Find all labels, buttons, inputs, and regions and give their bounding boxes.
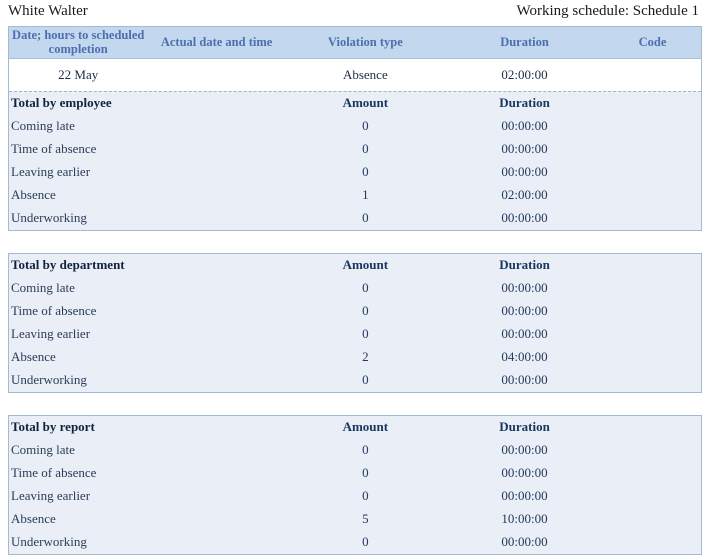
totals-row: Leaving earlier 0 00:00:00 [9, 161, 701, 184]
totals-amount: 5 [362, 511, 369, 526]
totals-row-label: Underworking [11, 534, 87, 549]
amount-header: Amount [342, 95, 389, 110]
totals-amount: 0 [362, 280, 369, 295]
totals-duration: 00:00:00 [501, 372, 548, 387]
totals-amount: 0 [362, 465, 369, 480]
col-header-violation-type: Violation type [285, 27, 445, 59]
totals-header-row: Total by department Amount Duration [9, 254, 701, 277]
totals-by-department: Total by department Amount Duration Comi… [8, 253, 702, 393]
totals-row-label: Coming late [11, 118, 75, 133]
totals-duration: 00:00:00 [501, 534, 548, 549]
totals-row: Time of absence 0 00:00:00 [9, 300, 701, 323]
totals-by-employee: Total by employee Amount Duration Coming… [9, 91, 701, 230]
totals-row-label: Absence [11, 511, 56, 526]
employee-name: White Walter [8, 3, 88, 19]
totals-by-employee-table: Total by employee Amount Duration Coming… [9, 92, 701, 230]
totals-header-row: Total by employee Amount Duration [9, 92, 701, 115]
totals-row: Underworking 0 00:00:00 [9, 369, 701, 392]
totals-title: Total by department [11, 257, 125, 272]
violations-table: Date; hours to scheduled completion Actu… [9, 27, 701, 91]
totals-title: Total by employee [11, 95, 112, 110]
totals-row: Coming late 0 00:00:00 [9, 115, 701, 138]
totals-amount: 0 [362, 326, 369, 341]
totals-row-label: Underworking [11, 372, 87, 387]
col-header-date: Date; hours to scheduled completion [9, 27, 148, 59]
totals-amount: 0 [362, 372, 369, 387]
totals-row: Absence 2 04:00:00 [9, 346, 701, 369]
totals-amount: 0 [362, 141, 369, 156]
totals-row-label: Time of absence [11, 141, 97, 156]
col-header-duration: Duration [444, 27, 605, 59]
totals-duration: 10:00:00 [501, 511, 548, 526]
totals-amount: 1 [362, 187, 369, 202]
violation-type: Absence [285, 58, 445, 91]
violations-box: Date; hours to scheduled completion Actu… [8, 26, 702, 231]
totals-duration: 00:00:00 [501, 303, 548, 318]
totals-by-department-table: Total by department Amount Duration Comi… [9, 254, 701, 392]
totals-duration: 00:00:00 [501, 118, 548, 133]
totals-duration: 00:00:00 [501, 141, 548, 156]
totals-row: Absence 1 02:00:00 [9, 184, 701, 207]
totals-duration: 00:00:00 [501, 488, 548, 503]
violation-code [604, 58, 701, 91]
totals-duration: 00:00:00 [501, 210, 548, 225]
duration-header: Duration [499, 95, 550, 110]
violation-row: 22 May Absence 02:00:00 [9, 58, 701, 91]
totals-amount: 0 [362, 210, 369, 225]
totals-by-report-table: Total by report Amount Duration Coming l… [9, 416, 701, 554]
violation-actual-datetime [147, 58, 286, 91]
totals-amount: 0 [362, 488, 369, 503]
report-titlebar: White Walter Working schedule: Schedule … [0, 0, 705, 26]
totals-by-report: Total by report Amount Duration Coming l… [8, 415, 702, 555]
violation-duration: 02:00:00 [444, 58, 605, 91]
totals-row-label: Absence [11, 349, 56, 364]
totals-row: Underworking 0 00:00:00 [9, 207, 701, 230]
totals-row-label: Leaving earlier [11, 488, 91, 503]
totals-row-label: Coming late [11, 280, 75, 295]
violations-header-row: Date; hours to scheduled completion Actu… [9, 27, 701, 59]
totals-amount: 0 [362, 442, 369, 457]
totals-row: Time of absence 0 00:00:00 [9, 138, 701, 161]
totals-amount: 2 [362, 349, 369, 364]
totals-row: Absence 5 10:00:00 [9, 508, 701, 531]
totals-duration: 04:00:00 [501, 349, 548, 364]
totals-row: Leaving earlier 0 00:00:00 [9, 323, 701, 346]
totals-duration: 00:00:00 [501, 164, 548, 179]
totals-row: Leaving earlier 0 00:00:00 [9, 485, 701, 508]
duration-header: Duration [499, 419, 550, 434]
totals-amount: 0 [362, 534, 369, 549]
totals-duration: 00:00:00 [501, 465, 548, 480]
col-header-code: Code [604, 27, 701, 59]
col-header-actual-datetime: Actual date and time [147, 27, 286, 59]
totals-header-row: Total by report Amount Duration [9, 416, 701, 439]
totals-duration: 02:00:00 [501, 187, 548, 202]
totals-row-label: Leaving earlier [11, 326, 91, 341]
totals-row: Coming late 0 00:00:00 [9, 439, 701, 462]
totals-row-label: Absence [11, 187, 56, 202]
totals-amount: 0 [362, 303, 369, 318]
duration-header: Duration [499, 257, 550, 272]
totals-duration: 00:00:00 [501, 442, 548, 457]
totals-row-label: Underworking [11, 210, 87, 225]
totals-title: Total by report [11, 419, 95, 434]
totals-row-label: Time of absence [11, 465, 97, 480]
amount-header: Amount [342, 419, 389, 434]
totals-row: Time of absence 0 00:00:00 [9, 462, 701, 485]
totals-row: Underworking 0 00:00:00 [9, 531, 701, 554]
totals-amount: 0 [362, 118, 369, 133]
totals-duration: 00:00:00 [501, 326, 548, 341]
totals-row-label: Coming late [11, 442, 75, 457]
amount-header: Amount [342, 257, 389, 272]
totals-duration: 00:00:00 [501, 280, 548, 295]
violation-date: 22 May [9, 58, 148, 91]
totals-amount: 0 [362, 164, 369, 179]
totals-row: Coming late 0 00:00:00 [9, 277, 701, 300]
totals-row-label: Time of absence [11, 303, 97, 318]
totals-row-label: Leaving earlier [11, 164, 91, 179]
working-schedule-label: Working schedule: Schedule 1 [516, 3, 700, 19]
